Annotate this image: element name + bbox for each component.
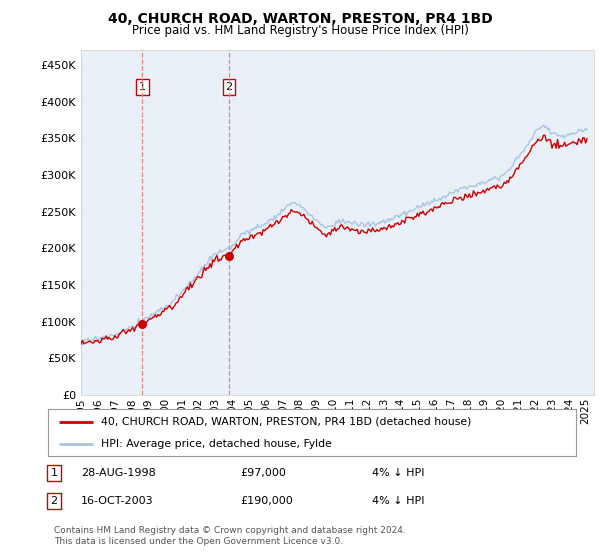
Text: 4% ↓ HPI: 4% ↓ HPI [372, 468, 425, 478]
Text: 2: 2 [225, 82, 232, 92]
Text: 4% ↓ HPI: 4% ↓ HPI [372, 496, 425, 506]
Text: 1: 1 [139, 82, 146, 92]
Text: £190,000: £190,000 [240, 496, 293, 506]
Text: 40, CHURCH ROAD, WARTON, PRESTON, PR4 1BD (detached house): 40, CHURCH ROAD, WARTON, PRESTON, PR4 1B… [101, 417, 471, 427]
Text: Contains HM Land Registry data © Crown copyright and database right 2024.
This d: Contains HM Land Registry data © Crown c… [54, 526, 406, 546]
Point [137, 319, 147, 328]
Text: 28-AUG-1998: 28-AUG-1998 [81, 468, 156, 478]
Text: Price paid vs. HM Land Registry's House Price Index (HPI): Price paid vs. HM Land Registry's House … [131, 24, 469, 36]
Text: 1: 1 [50, 468, 58, 478]
Text: £97,000: £97,000 [240, 468, 286, 478]
Text: 2: 2 [50, 496, 58, 506]
Point [224, 251, 233, 260]
Text: HPI: Average price, detached house, Fylde: HPI: Average price, detached house, Fyld… [101, 438, 332, 449]
Text: 16-OCT-2003: 16-OCT-2003 [81, 496, 154, 506]
Text: 40, CHURCH ROAD, WARTON, PRESTON, PR4 1BD: 40, CHURCH ROAD, WARTON, PRESTON, PR4 1B… [107, 12, 493, 26]
